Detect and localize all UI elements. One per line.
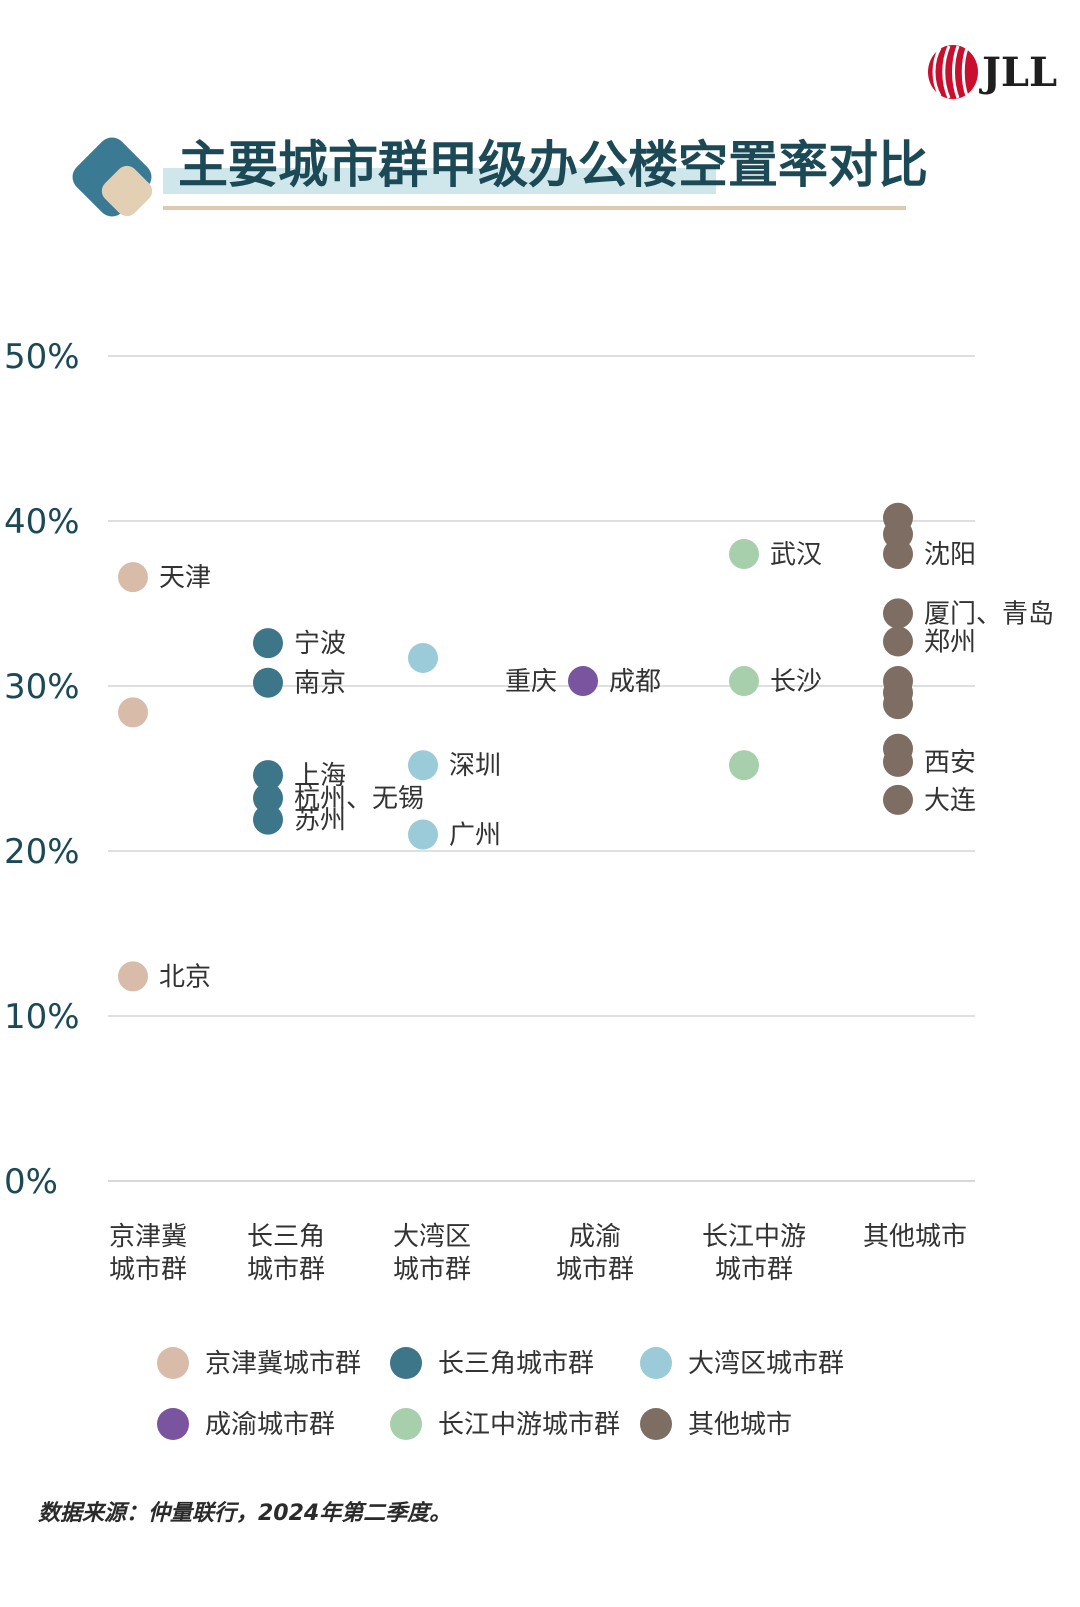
x-category-label: 其他城市 [863, 1222, 967, 1252]
x-category-label: 城市群 [393, 1255, 471, 1285]
data-point [568, 666, 598, 697]
point-label: 郑州 [924, 627, 976, 657]
point-label: 杭州、无锡 [294, 784, 424, 814]
x-category-label: 城市群 [247, 1255, 325, 1285]
data-point [118, 562, 148, 593]
data-point [729, 539, 759, 569]
data-point [118, 697, 148, 728]
x-category-label: 成渝 [569, 1222, 621, 1252]
point-label: 上海 [294, 761, 346, 791]
legend-swatch [157, 1347, 189, 1379]
title-deco-diamond-light [101, 165, 153, 217]
point-label: 长沙 [770, 667, 822, 697]
y-tick-label: 30% [4, 667, 80, 707]
grid [108, 355, 975, 1182]
legend-swatch [390, 1347, 422, 1379]
jll-logo-mark [928, 45, 978, 99]
data-point [253, 667, 283, 698]
point-label: 广州 [449, 821, 501, 851]
x-category-label: 长三角 [247, 1222, 325, 1252]
point-label: 南京 [294, 669, 346, 699]
data-point [883, 746, 913, 777]
data-point [729, 666, 759, 697]
point-label: 天津 [159, 563, 211, 593]
data-point [408, 819, 438, 850]
title-decoration [72, 137, 153, 217]
data-point [883, 539, 913, 569]
legend-label: 大湾区城市群 [688, 1349, 844, 1379]
data-point [883, 626, 913, 657]
page-title: 主要城市群甲级办公楼空置率对比 [178, 136, 928, 194]
point-label: 沈阳 [924, 540, 976, 570]
data-point [118, 961, 148, 992]
data-point [883, 689, 913, 720]
point-label: 成都 [609, 667, 661, 697]
legend-label: 长三角城市群 [438, 1349, 594, 1379]
y-tick-label: 0% [4, 1162, 58, 1202]
legend-label: 其他城市 [688, 1410, 792, 1440]
point-label: 重庆 [505, 667, 557, 697]
legend-label: 京津冀城市群 [205, 1349, 361, 1379]
data-point [253, 783, 283, 814]
data-point [883, 784, 913, 815]
data-point [253, 628, 283, 659]
point-label: 大连 [924, 786, 976, 816]
data-point [729, 750, 759, 781]
x-category-label: 城市群 [715, 1255, 793, 1285]
point-label: 苏州 [294, 806, 346, 836]
legend-swatch [640, 1347, 672, 1379]
data-point [408, 750, 438, 781]
point-label: 西安 [924, 748, 976, 778]
legend-label: 成渝城市群 [205, 1410, 335, 1440]
title-underline [163, 206, 906, 210]
point-label: 厦门、青岛 [924, 599, 1054, 629]
point-label: 深圳 [449, 751, 501, 781]
source-note: 数据来源：仲量联行，2024年第二季度。 [38, 1500, 451, 1526]
legend-label: 长江中游城市群 [438, 1410, 620, 1440]
data-point [883, 598, 913, 629]
y-axis: 0% 10% 20% 30% 40% 50% [4, 337, 80, 1202]
x-category-label: 城市群 [109, 1255, 187, 1285]
data-point [253, 760, 283, 791]
y-tick-label: 50% [4, 337, 80, 377]
title-highlight [163, 168, 716, 194]
jll-logo-text: JLL [979, 49, 1057, 96]
legend-swatch [157, 1408, 189, 1440]
data-point [253, 804, 283, 835]
point-label: 北京 [159, 962, 211, 992]
legend-swatch [640, 1408, 672, 1440]
x-category-label: 城市群 [556, 1255, 634, 1285]
data-point [408, 642, 438, 673]
y-tick-label: 20% [4, 832, 80, 872]
point-label: 武汉 [770, 540, 822, 570]
x-category-label: 京津冀 [109, 1222, 187, 1252]
y-tick-label: 40% [4, 502, 80, 542]
jll-logo: JLL [928, 45, 1057, 99]
x-category-label: 长江中游 [702, 1222, 806, 1252]
y-tick-label: 10% [4, 997, 80, 1037]
x-category-label: 大湾区 [393, 1222, 471, 1252]
legend-swatch [390, 1408, 422, 1440]
point-label: 宁波 [294, 629, 346, 659]
